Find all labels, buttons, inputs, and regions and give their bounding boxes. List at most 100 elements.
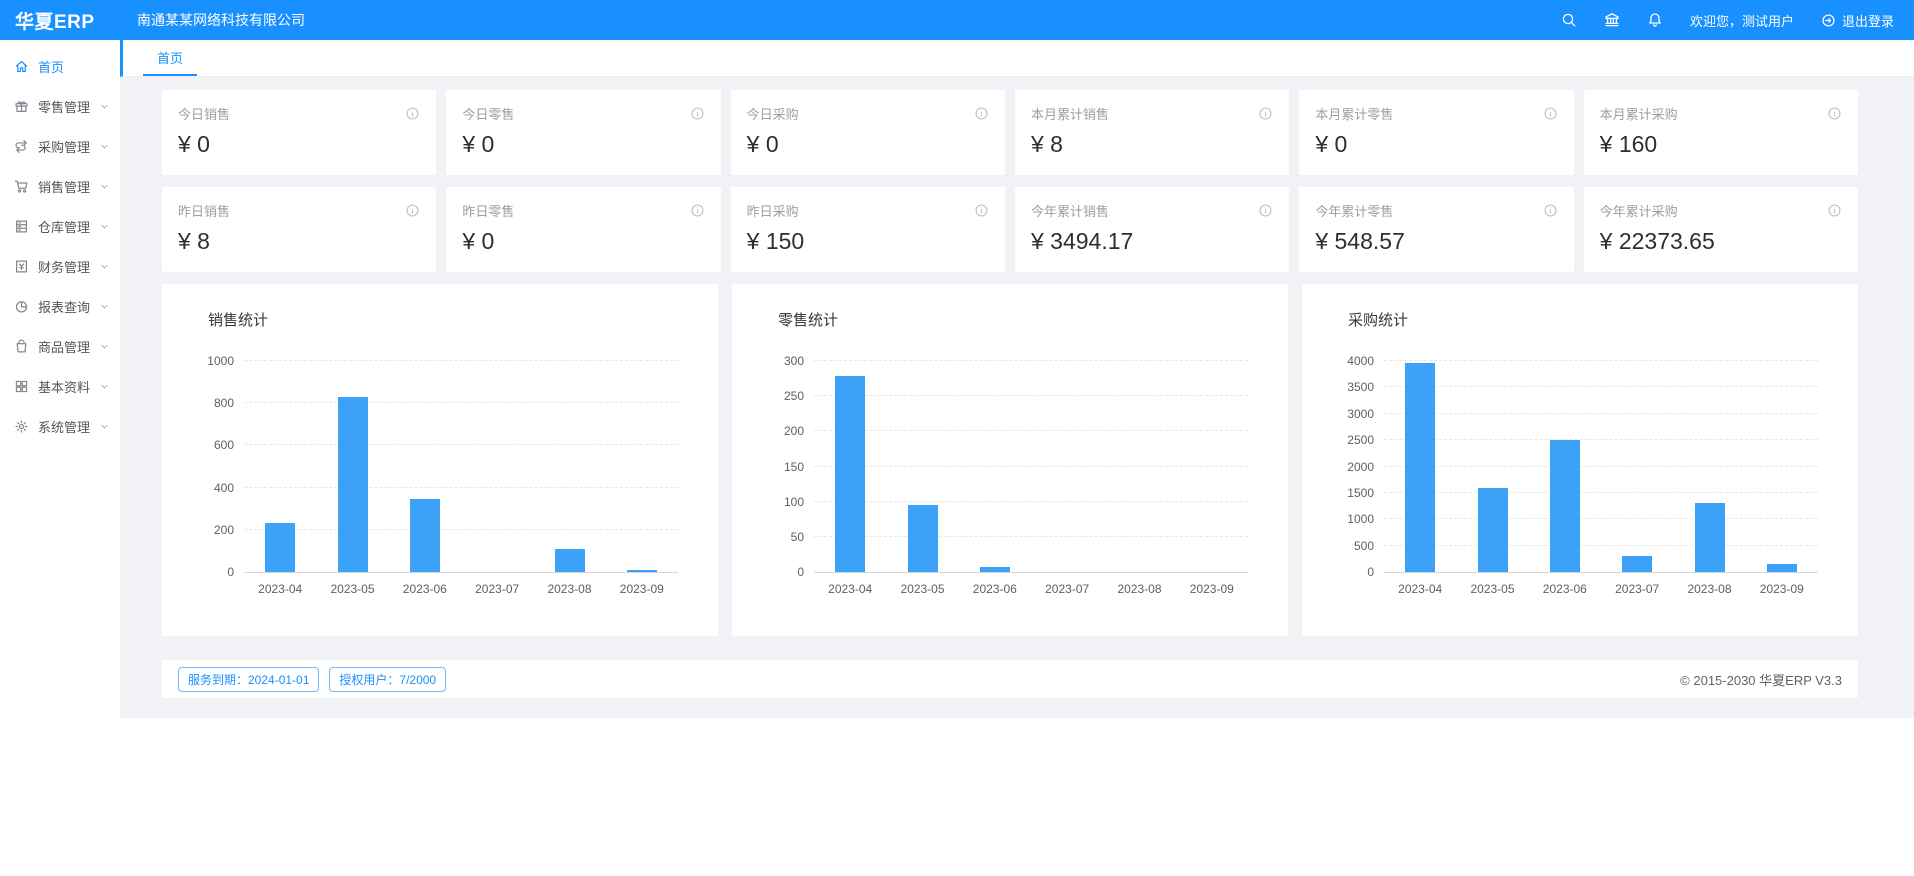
stat-label: 昨日零售: [462, 204, 515, 219]
gift-icon: [14, 99, 29, 114]
bell-icon[interactable]: [1647, 12, 1663, 28]
sidebar-item-basic[interactable]: 基本资料: [0, 366, 120, 406]
y-tick-label: 600: [213, 438, 234, 453]
chevron-down-icon: [99, 221, 110, 232]
info-icon[interactable]: [974, 203, 989, 218]
sidebar-item-label: 首页: [38, 59, 65, 75]
x-tick-label: 2023-08: [547, 582, 592, 596]
sidebar-menu: 首页零售管理采购管理销售管理仓库管理 财务管理 报表查询商品管理基本资料 系统管理: [0, 40, 120, 718]
sidebar-item-home[interactable]: 首页: [0, 46, 120, 86]
bar: [835, 376, 866, 572]
chart-card-purchase-stats: 采购统计 0 500 1000 1500 2000 2500 3000 3500 4000 2023…: [1302, 284, 1858, 636]
finance-icon: [14, 259, 29, 274]
stat-card-top: 昨日采购: [747, 201, 989, 220]
chevron-down-icon: [99, 261, 110, 272]
y-tick-label: 0: [1367, 565, 1374, 579]
y-tick-label: 1500: [1347, 485, 1374, 500]
info-icon[interactable]: [1827, 203, 1842, 218]
stat-card: 本月累计零售 ¥ 0: [1299, 90, 1574, 175]
chevron-down-icon: [99, 381, 110, 392]
tab-home[interactable]: 首页: [143, 40, 198, 76]
chart-plot: 0 500 1000 1500 2000 2500 3000 3500 4000: [1347, 354, 1818, 579]
stat-card-top: 今日销售: [178, 104, 420, 123]
stat-value: ¥ 0: [1315, 131, 1348, 157]
chevron-down-icon: [99, 141, 110, 152]
chart-body: 0 50 100 150 200 250 300 2023-04 2023-05 2023-06 2…: [756, 354, 1264, 596]
bar: [1405, 362, 1436, 572]
sidebar-item-finance[interactable]: 财务管理: [0, 246, 120, 286]
gridline: [244, 528, 678, 530]
stat-value: ¥ 0: [178, 131, 210, 157]
x-tick-label: 2023-07: [1615, 582, 1660, 596]
x-tick-label: 2023-07: [475, 582, 520, 596]
grid-icon: [14, 379, 29, 394]
y-tick-label: 4000: [1347, 354, 1374, 368]
info-icon[interactable]: [1258, 203, 1273, 218]
sidebar-item-purchase[interactable]: 采购管理: [0, 126, 120, 166]
info-icon[interactable]: [1543, 203, 1558, 218]
sidebar-item-report[interactable]: 报表查询: [0, 286, 120, 326]
copyright-text: © 2015-2030 华夏ERP V3.3: [1680, 672, 1842, 688]
gridline: [814, 465, 1248, 467]
gridline: [814, 430, 1248, 432]
stat-card-top: 本月累计采购: [1600, 104, 1842, 123]
info-icon[interactable]: [690, 203, 705, 218]
gridline: [244, 360, 678, 361]
chevron-down-icon: [99, 341, 110, 352]
x-tick-label: 2023-07: [1045, 582, 1090, 596]
stat-value: ¥ 0: [462, 131, 495, 157]
search-icon[interactable]: [1561, 12, 1577, 28]
x-tick-label: 2023-04: [1398, 582, 1443, 596]
gridline: [1384, 544, 1818, 546]
chart-card-retail-stats: 零售统计 0 50 100 150 200 250 300 2023-04 2023-05 2023…: [732, 284, 1288, 636]
chevron-down-icon: [99, 421, 110, 432]
y-tick-label: 3000: [1347, 406, 1374, 421]
x-tick-label: 2023-04: [258, 582, 303, 596]
y-tick-label: 50: [790, 529, 804, 544]
bar: [337, 397, 368, 572]
gridline: [814, 395, 1248, 397]
swap-icon: [14, 139, 29, 154]
footer-chip: 服务到期：2024-01-01: [178, 666, 320, 692]
logout-button[interactable]: 退出登录: [1821, 11, 1894, 30]
sidebar-item-sales[interactable]: 销售管理: [0, 166, 120, 206]
sidebar-item-label: 零售管理: [38, 99, 91, 115]
logout-label: 退出登录: [1841, 13, 1894, 29]
info-icon[interactable]: [405, 106, 420, 121]
company-name: 南通某某网络科技有限公司: [137, 12, 305, 28]
gridline: [1384, 386, 1818, 388]
sidebar-item-system[interactable]: 系统管理: [0, 406, 120, 446]
app-body: 首页零售管理采购管理销售管理仓库管理 财务管理 报表查询商品管理基本资料 系统管理 首…: [0, 40, 1914, 718]
y-tick-label: 0: [797, 565, 804, 579]
x-tick-label: 2023-05: [1470, 582, 1515, 596]
sidebar-item-label: 商品管理: [38, 339, 91, 355]
bar: [1477, 488, 1508, 572]
chevron-down-icon: [99, 181, 110, 192]
info-icon[interactable]: [974, 106, 989, 121]
charts-row: 销售统计 0 200 400 600 800 1000 2023-04 2023-05 2023-…: [162, 284, 1858, 636]
x-tick-label: 2023-05: [330, 582, 375, 596]
gridline: [814, 360, 1248, 361]
y-tick-label: 500: [1353, 538, 1374, 553]
info-icon[interactable]: [690, 106, 705, 121]
stat-card-top: 本月累计销售: [1031, 104, 1273, 123]
bar: [979, 567, 1010, 572]
bar: [554, 548, 585, 572]
sidebar-item-warehouse[interactable]: 仓库管理: [0, 206, 120, 246]
sidebar-item-goods[interactable]: 商品管理: [0, 326, 120, 366]
chart-title: 销售统计: [208, 312, 269, 329]
info-icon[interactable]: [1258, 106, 1273, 121]
bank-icon[interactable]: [1604, 12, 1620, 28]
stat-card: 今年累计零售 ¥ 548.57: [1299, 187, 1574, 272]
info-icon[interactable]: [405, 203, 420, 218]
info-icon[interactable]: [1543, 106, 1558, 121]
sidebar-item-retail[interactable]: 零售管理: [0, 86, 120, 126]
stat-card: 本月累计销售 ¥ 8: [1015, 90, 1290, 175]
stat-card: 昨日销售 ¥ 8: [162, 187, 437, 272]
stat-label: 今日零售: [462, 107, 515, 122]
header-actions: 欢迎您，测试用户 退出登录: [1561, 11, 1914, 30]
info-icon[interactable]: [1827, 106, 1842, 121]
sidebar-item-label: 销售管理: [38, 179, 91, 195]
